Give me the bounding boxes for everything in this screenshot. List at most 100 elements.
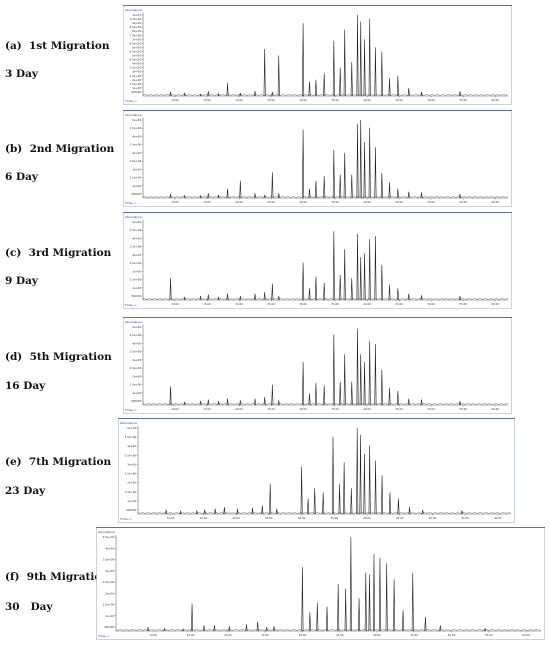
x-tick-label: 15.00 [187, 633, 195, 637]
chromatogram-peak [314, 383, 317, 406]
x-tick-label: 50.00 [427, 98, 435, 102]
chromatogram: Abundance Time--> 4.5e+06 4e+06 3.5e+06 3e+06… [96, 527, 545, 640]
chromatogram-peak [183, 194, 186, 199]
chromatogram-peak [368, 127, 371, 199]
x-tick-label: 35.00 [331, 200, 339, 204]
x-tick-label: 10.00 [150, 633, 158, 637]
x-tick-label: 10.00 [167, 516, 175, 520]
y-tick-label: 2e+06 [132, 374, 141, 378]
chromatogram-peak [407, 398, 410, 406]
x-tick-label: 15.00 [203, 302, 211, 306]
chromatogram-peak [349, 536, 352, 632]
y-tick-label: 2e+06 [127, 481, 136, 485]
y-axis-label: Abundance [98, 530, 115, 534]
x-tick-label: 50.00 [427, 407, 435, 411]
x-tick-label: 40.00 [363, 98, 371, 102]
chromatogram-svg: Abundance Time--> 5e+06 4.5e+06 4e+06 3.5e+06… [123, 317, 512, 414]
x-tick-label: 20.00 [235, 200, 243, 204]
chromatogram-peak [271, 91, 274, 97]
chart-frame [96, 527, 545, 640]
y-tick-label: 4.5e+06 [103, 535, 115, 539]
x-tick-label: 20.00 [235, 302, 243, 306]
chromatogram-peak [226, 83, 229, 97]
chromatogram-peak [396, 188, 399, 199]
y-tick-label: 5e+06 [127, 426, 136, 430]
chromatogram-peak [338, 483, 341, 515]
chromatogram-peak [271, 384, 274, 406]
chromatogram-peak [363, 253, 366, 301]
chromatogram-peak [182, 628, 185, 632]
y-tick-label: 7e+06 [132, 37, 141, 41]
chromatogram-svg: Abundance Time--> 5e+06 4.5e+06 4e+06 3.5e+06… [118, 418, 515, 523]
panel-label: (b) 2nd Migration [5, 143, 115, 155]
y-tick-label: 3e+06 [127, 462, 136, 466]
chromatogram: Abundance Time--> 5e+06 4.5e+06 4e+06 3.5e+06… [123, 212, 512, 309]
chromatogram-peak [308, 81, 311, 97]
chromatogram-svg: Abundance Time--> 4.5e+06 4e+06 3.5e+06 3e+06… [96, 527, 545, 640]
y-tick-label: 500000 [126, 508, 136, 512]
x-tick-label: 25.00 [261, 633, 269, 637]
x-tick-label: 20.00 [235, 98, 243, 102]
x-tick-label: 45.00 [395, 302, 403, 306]
y-tick-label: 6.5e+06 [130, 41, 142, 45]
chromatogram-peak [254, 398, 257, 406]
chromatogram-peak [368, 445, 371, 515]
x-tick-label: 35.00 [331, 516, 339, 520]
y-tick-label: 1.5e+06 [130, 176, 142, 180]
x-tick-label: 30.00 [299, 407, 307, 411]
chromatogram-peak [271, 172, 274, 199]
y-tick-label: 4e+06 [132, 341, 141, 345]
y-tick-label: 2e+06 [132, 78, 141, 82]
chromatogram-peak [213, 625, 216, 632]
x-tick-label: 55.00 [459, 98, 467, 102]
y-tick-label: 3.5e+06 [130, 66, 142, 70]
x-tick-label: 25.00 [267, 302, 275, 306]
chromatogram-peak [350, 381, 353, 406]
chromatogram-peak [380, 173, 383, 199]
y-tick-label: 500000 [131, 294, 141, 298]
chromatogram-peak [300, 466, 303, 515]
y-tick-label: 3.5e+06 [130, 350, 142, 354]
y-tick-label: 8.5e+06 [130, 25, 142, 29]
chromatogram-peak [350, 174, 353, 199]
chromatogram-peak [420, 295, 423, 301]
chromatogram-peak [363, 141, 366, 199]
chromatogram-peak [374, 236, 377, 301]
x-tick-label: 20.00 [235, 407, 243, 411]
x-tick-label: 50.00 [427, 200, 435, 204]
x-tick-label: 15.00 [203, 200, 211, 204]
chart-frame [123, 110, 512, 207]
chromatogram-peak [388, 387, 391, 406]
chromatogram-peak [301, 567, 304, 632]
chromatogram-peak [381, 475, 384, 515]
chromatogram-peak [314, 79, 317, 97]
x-tick-label: 10.00 [171, 302, 179, 306]
y-tick-label: 1.5e+06 [125, 490, 137, 494]
panel-label: (d) 5th Migration [5, 351, 112, 363]
chromatogram-peak [199, 401, 202, 406]
x-tick-label: 45.00 [395, 200, 403, 204]
y-tick-label: 1e+06 [105, 614, 114, 618]
y-tick-label: 1e+07 [132, 13, 141, 17]
chromatogram-peak [343, 354, 346, 406]
chromatogram-peak [199, 194, 202, 199]
chromatogram-peak [374, 47, 377, 97]
chromatogram-peak [439, 625, 442, 632]
y-axis-label: Abundance [125, 215, 142, 219]
x-tick-label: 55.00 [485, 633, 493, 637]
y-tick-label: 4.5e+06 [130, 58, 142, 62]
x-axis-label: Time--> [97, 634, 111, 638]
chromatogram-peak [323, 73, 326, 97]
chromatogram-peak [420, 192, 423, 199]
panel-day: 16 Day [5, 380, 46, 392]
chromatogram-peak [323, 282, 326, 301]
chromatogram-peak [314, 180, 317, 199]
chromatogram-peak [402, 610, 405, 632]
x-tick-label: 55.00 [459, 407, 467, 411]
y-tick-label: 4.5e+06 [130, 126, 142, 130]
chromatogram-peak [245, 624, 248, 632]
chromatogram-peak [363, 39, 366, 97]
chromatogram-peak [169, 91, 172, 97]
chromatogram-peak [263, 49, 266, 97]
chromatogram-peak [256, 621, 259, 632]
